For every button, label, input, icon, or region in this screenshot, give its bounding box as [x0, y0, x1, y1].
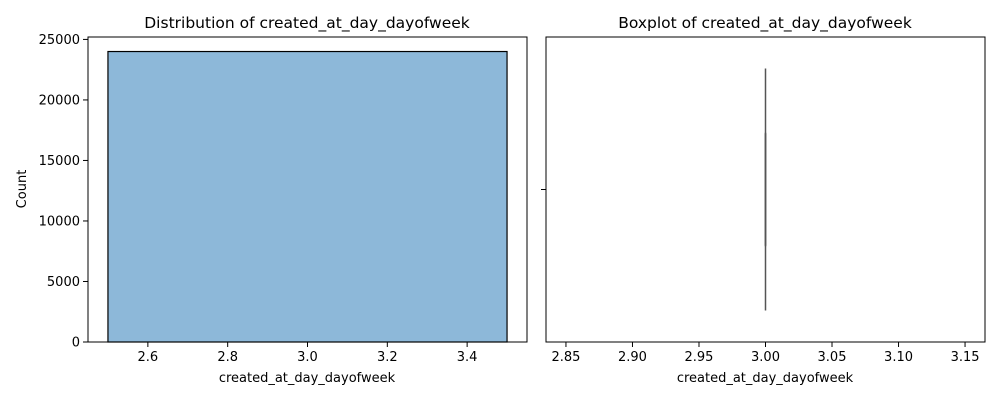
- y-tick-label: 5000: [47, 275, 80, 290]
- y-tick-label: 20000: [39, 93, 80, 108]
- histogram-x-label: created_at_day_dayofweek: [219, 371, 396, 386]
- x-tick-label: 2.90: [618, 350, 647, 365]
- histogram-chart: Distribution of created_at_day_dayofweek…: [15, 14, 528, 386]
- boxplot-chart: Boxplot of created_at_day_dayofweek 2.85…: [541, 14, 986, 386]
- x-tick-label: 2.95: [685, 350, 714, 365]
- x-tick-label: 2.85: [551, 350, 580, 365]
- histogram-y-ticks: 0 5000 10000 15000 20000 25000: [39, 33, 88, 351]
- boxplot-title: Boxplot of created_at_day_dayofweek: [618, 14, 912, 33]
- x-tick-label: 3.0: [297, 350, 318, 365]
- x-tick-label: 2.6: [138, 350, 159, 365]
- x-tick-label: 3.2: [377, 350, 398, 365]
- histogram-title: Distribution of created_at_day_dayofweek: [144, 14, 470, 33]
- x-tick-label: 3.05: [818, 350, 847, 365]
- x-tick-label: 2.8: [217, 350, 238, 365]
- boxplot-x-label: created_at_day_dayofweek: [677, 371, 854, 386]
- y-tick-label: 25000: [39, 33, 80, 48]
- histogram-y-label: Count: [15, 170, 30, 209]
- y-tick-label: 10000: [39, 214, 80, 229]
- x-tick-label: 3.4: [457, 350, 478, 365]
- x-tick-label: 3.00: [751, 350, 780, 365]
- y-tick-label: 0: [72, 336, 80, 351]
- histogram-bar: [107, 50, 508, 343]
- boxplot-x-ticks: 2.85 2.90 2.95 3.00 3.05 3.10 3.15: [551, 342, 980, 365]
- histogram-bars: [107, 50, 508, 343]
- y-tick-label: 15000: [39, 154, 80, 169]
- x-tick-label: 3.15: [951, 350, 980, 365]
- histogram-x-ticks: 2.6 2.8 3.0 3.2 3.4: [138, 342, 478, 365]
- x-tick-label: 3.10: [884, 350, 913, 365]
